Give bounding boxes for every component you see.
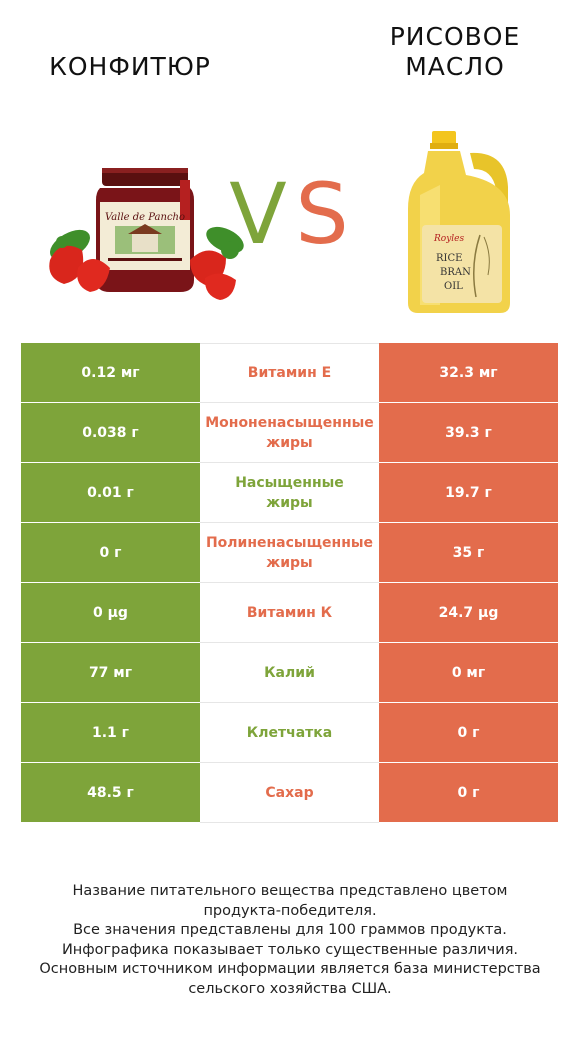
nutrient-name: Насыщенные жиры	[200, 463, 379, 523]
footnote-line: Все значения представлены для 100 граммо…	[73, 922, 507, 938]
nutrient-name: Витамин К	[200, 583, 379, 643]
table-row: 0.038 г Мононенасыщенные жиры 39.3 г	[21, 403, 558, 463]
left-value: 0.038 г	[21, 403, 200, 463]
table-row: 0 µg Витамин К 24.7 µg	[21, 583, 558, 643]
left-value: 0.12 мг	[21, 343, 200, 403]
left-product-title: КОНФИТЮР	[49, 52, 211, 81]
table-row: 1.1 г Клетчатка 0 г	[21, 703, 558, 763]
footnote-line: Название питательного вещества представл…	[72, 883, 508, 899]
left-value: 0.01 г	[21, 463, 200, 523]
right-value: 19.7 г	[379, 463, 558, 523]
nutrient-name: Сахар	[200, 763, 379, 823]
right-value: 32.3 мг	[379, 343, 558, 403]
right-title-line-1: РИСОВОЕ	[389, 22, 521, 51]
table-row: 0.12 мг Витамин E 32.3 мг	[21, 343, 558, 403]
nutrient-name: Клетчатка	[200, 703, 379, 763]
nutrient-name: Калий	[200, 643, 379, 703]
table-row: 0 г Полиненасыщенные жиры 35 г	[21, 523, 558, 583]
nutrient-name: Витамин E	[200, 343, 379, 403]
footnote-line: Инфографика показывает только существенн…	[61, 941, 519, 958]
right-value: 24.7 µg	[379, 583, 558, 643]
footnote: Название питательного вещества представл…	[20, 882, 560, 999]
footnote-line: Основным источником информации является …	[39, 961, 541, 977]
table-row: 0.01 г Насыщенные жиры 19.7 г	[21, 463, 558, 523]
left-value: 1.1 г	[21, 703, 200, 763]
right-value: 0 г	[379, 703, 558, 763]
vs-letter-s: S	[295, 165, 348, 263]
jam-jar-icon: Valle de Pancho	[49, 168, 244, 300]
footnote-line: сельского хозяйства США.	[188, 980, 392, 997]
svg-text:Royles: Royles	[433, 234, 464, 244]
right-title-line-2: МАСЛО	[405, 52, 505, 81]
left-value: 77 мг	[21, 643, 200, 703]
vs-letter-v: V	[229, 165, 286, 263]
table-row: 48.5 г Сахар 0 г	[21, 763, 558, 823]
left-value: 0 г	[21, 523, 200, 583]
right-value: 0 г	[379, 763, 558, 823]
jar-label-text: Valle de Pancho	[105, 212, 185, 223]
bottle-label-line-2: BRAN	[440, 267, 471, 278]
left-value: 48.5 г	[21, 763, 200, 823]
right-product-title: РИСОВОЕ МАСЛО	[350, 22, 560, 82]
bottle-label-line-3: OIL	[444, 281, 463, 292]
nutrient-name: Полиненасыщенные жиры	[200, 523, 379, 583]
comparison-table: 0.12 мг Витамин E 32.3 мг 0.038 г Мононе…	[21, 343, 558, 823]
nutrient-name: Мононенасыщенные жиры	[200, 403, 379, 463]
versus-label: V S	[229, 165, 348, 263]
left-value: 0 µg	[21, 583, 200, 643]
bottle-label-line-1: RICE	[436, 253, 462, 264]
right-value: 39.3 г	[379, 403, 558, 463]
footnote-line: продукта-победителя.	[203, 902, 377, 919]
oil-bottle-icon: Royles RICE BRAN OIL	[408, 131, 510, 313]
right-value: 0 мг	[379, 643, 558, 703]
table-row: 77 мг Калий 0 мг	[21, 643, 558, 703]
right-value: 35 г	[379, 523, 558, 583]
